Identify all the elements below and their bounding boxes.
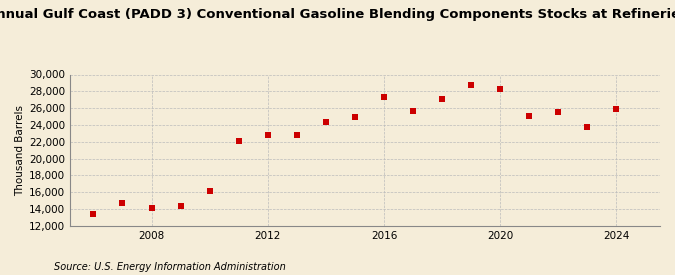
Point (176, 204, 186, 208)
Point (263, 133, 273, 137)
Point (524, 114, 535, 118)
Point (495, 87, 506, 91)
Point (437, 97, 448, 101)
Point (205, 189, 215, 194)
Point (379, 95, 389, 99)
Point (146, 206, 157, 210)
Point (117, 201, 128, 205)
Point (611, 107, 622, 111)
Point (553, 109, 564, 114)
Point (321, 120, 331, 125)
Text: Annual Gulf Coast (PADD 3) Conventional Gasoline Blending Components Stocks at R: Annual Gulf Coast (PADD 3) Conventional … (0, 8, 675, 21)
Point (292, 133, 302, 137)
Text: Source: U.S. Energy Information Administration: Source: U.S. Energy Information Administ… (54, 262, 286, 272)
Point (88, 212, 99, 216)
Y-axis label: Thousand Barrels: Thousand Barrels (15, 105, 25, 196)
Point (408, 108, 418, 113)
Point (466, 83, 477, 88)
Point (582, 125, 593, 129)
Point (234, 139, 244, 143)
Point (350, 114, 360, 119)
